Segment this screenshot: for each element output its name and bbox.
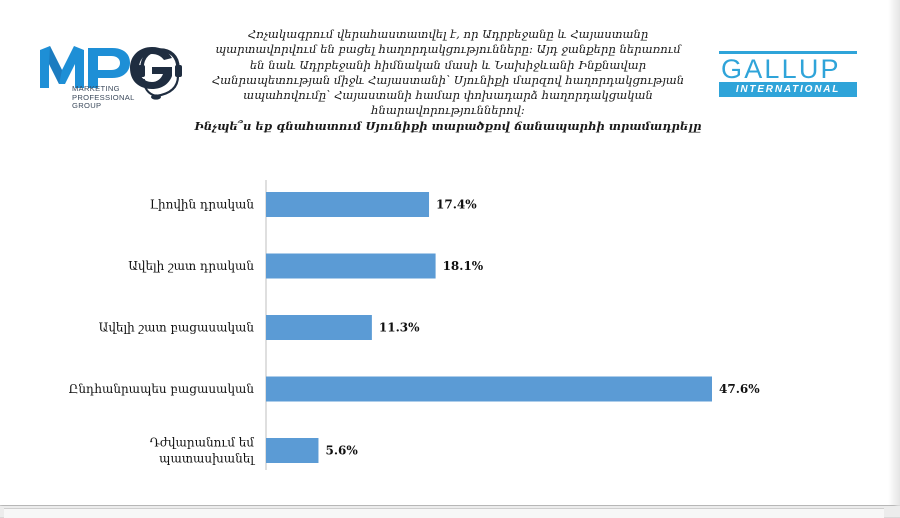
value-label: 11.3% (379, 321, 420, 335)
question-line: Ինչպե՞ս եք գնահատում Սյունիքի տարածքով ճ… (194, 118, 702, 133)
mpg-logo: MARKETING PROFESSIONAL GROUP (38, 40, 188, 130)
title-line: Հռչակագրում վերահաստատվել է, որ Ադրբեջան… (247, 27, 649, 41)
value-label: 47.6% (719, 382, 760, 396)
headset-icon (140, 48, 180, 70)
title-line: պարտավորվում են բացել հաղորդակցություննե… (215, 42, 681, 57)
mpg-subtitle: MARKETING PROFESSIONAL GROUP (72, 84, 135, 111)
gallup-wordmark: GALLUP (721, 54, 841, 84)
slide-edge-shadow (888, 0, 900, 505)
bar (266, 438, 319, 463)
bar (266, 192, 430, 217)
title-line: հնարավորություններով։ (371, 103, 525, 118)
title-line: ապահովումը՝ Հայաստանի համար փոխադարձ հաղ… (243, 88, 653, 103)
gallup-band: INTERNATIONAL (719, 82, 857, 97)
value-label: 17.4% (436, 198, 477, 212)
gallup-logo: GALLUP INTERNATIONAL (719, 51, 857, 98)
mpg-letter-p (88, 48, 130, 88)
value-label: 18.1% (443, 259, 484, 273)
chart-title: Հռչակագրում վերահաստատվել է, որ Ադրբեջան… (188, 27, 708, 134)
category-label: Ավելի շատ դրական (128, 259, 254, 273)
bar-chart: 17.4% Լիովին դրական 18.1% Ավելի շատ դրական 1… (69, 180, 760, 470)
category-label: պատասխանել (159, 452, 255, 466)
title-line: են նաև Ադրբեջանի հիմնական մասի և Նախիջևա… (249, 57, 647, 72)
title-line: Հանրապետության միջև Հայաստանի՝ Սյունիքի … (211, 72, 685, 87)
mpg-letter-g (130, 47, 172, 89)
bar (266, 376, 712, 402)
bar (266, 315, 372, 340)
bar (266, 253, 436, 279)
next-slide-strip (0, 506, 900, 518)
category-label: Լիովին դրական (150, 198, 255, 212)
value-label: 5.6% (325, 444, 358, 458)
category-label: Ընդհանրապես բացասական (69, 382, 255, 396)
slide: MARKETING PROFESSIONAL GROUP Հռչակագրում… (0, 0, 900, 505)
category-label: Դժվարանում եմ (150, 436, 255, 450)
gallup-rule (719, 51, 857, 54)
category-label: Ավելի շատ բացասական (99, 321, 255, 335)
